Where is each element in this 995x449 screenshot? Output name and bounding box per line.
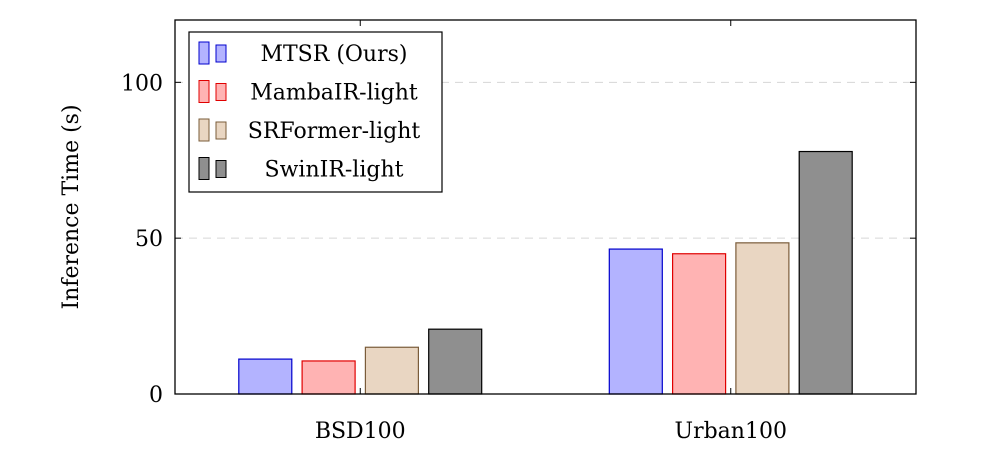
legend-swatch bbox=[198, 80, 210, 103]
legend-label: MambaIR-light bbox=[250, 81, 418, 106]
y-tick-label: 50 bbox=[135, 227, 163, 252]
y-axis-title: Inference Time (s) bbox=[59, 104, 84, 309]
legend-swatch bbox=[215, 160, 227, 178]
legend-label: SRFormer-light bbox=[248, 119, 421, 144]
legend: MTSR (Ours) MambaIR-light SRFormer-light Sw… bbox=[188, 31, 443, 193]
x-tick-label: BSD100 bbox=[315, 419, 406, 444]
bar bbox=[735, 242, 790, 395]
legend-swatch bbox=[215, 121, 227, 140]
legend-box bbox=[188, 31, 443, 193]
legend-swatch bbox=[215, 44, 227, 63]
bar bbox=[238, 358, 293, 395]
x-tick-label: Urban100 bbox=[675, 419, 787, 444]
y-tick-label: 0 bbox=[149, 383, 163, 408]
bar bbox=[671, 253, 727, 395]
plot-frame bbox=[174, 19, 917, 395]
bar bbox=[798, 150, 853, 395]
legend-swatch bbox=[215, 83, 227, 101]
bar bbox=[364, 346, 419, 395]
legend-swatch bbox=[198, 157, 210, 180]
legend-swatch bbox=[198, 41, 210, 65]
legend-swatch bbox=[198, 118, 210, 142]
y-axis-ticks: 0 50 100 bbox=[121, 71, 916, 408]
bar bbox=[608, 248, 663, 395]
gridlines bbox=[175, 81, 916, 239]
bar bbox=[301, 360, 356, 395]
legend-label: SwinIR-light bbox=[265, 158, 404, 183]
legend-label: MTSR (Ours) bbox=[260, 42, 407, 67]
y-tick-label: 100 bbox=[121, 71, 163, 96]
x-axis-ticks: BSD100 Urban100 bbox=[315, 20, 787, 444]
bar bbox=[428, 328, 483, 395]
